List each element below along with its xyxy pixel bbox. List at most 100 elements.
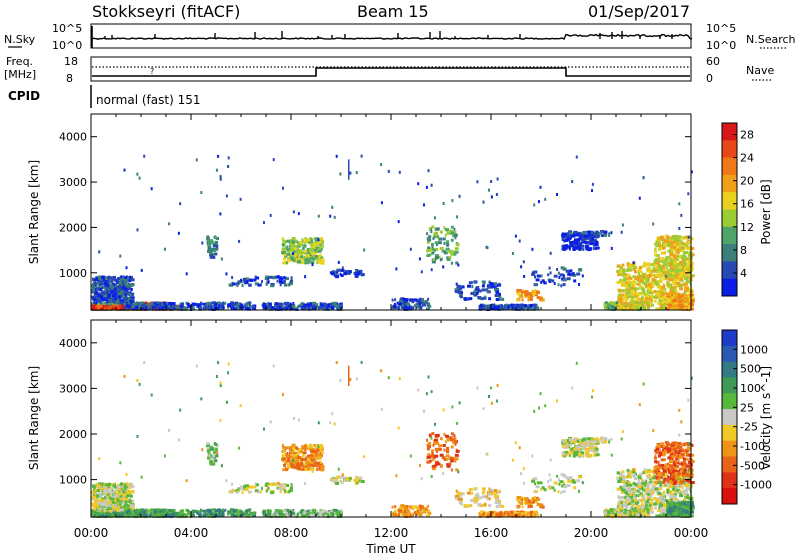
power-cell xyxy=(126,266,128,269)
power-cell xyxy=(260,283,262,286)
power-cell xyxy=(647,267,651,270)
power-cell xyxy=(494,288,496,291)
power-cell xyxy=(307,259,311,262)
power-cell xyxy=(641,296,644,299)
power-cell xyxy=(593,234,597,237)
power-cell xyxy=(683,295,686,298)
power-cell xyxy=(432,247,434,250)
power-cell xyxy=(459,288,462,291)
power-cell xyxy=(563,246,565,249)
power-cell xyxy=(684,291,686,294)
power-cell xyxy=(363,249,365,252)
power-cell xyxy=(151,187,153,190)
power-cell xyxy=(623,297,627,300)
velocity-cell xyxy=(115,508,119,511)
power-cell xyxy=(549,267,551,270)
power-cell xyxy=(96,306,98,309)
frequency-panel xyxy=(91,57,691,81)
power-cell xyxy=(172,302,174,305)
power-cell xyxy=(582,236,584,239)
power-cell xyxy=(237,284,239,287)
power-cell xyxy=(628,265,632,268)
power-cell xyxy=(120,302,124,305)
power-cell xyxy=(212,248,215,251)
power-cell xyxy=(668,262,670,265)
power-cell xyxy=(321,245,324,248)
power-cell xyxy=(528,298,530,301)
power-cell xyxy=(226,194,228,197)
power-cell xyxy=(452,234,454,237)
power-cell xyxy=(341,274,344,277)
power-cell xyxy=(637,294,639,297)
power-cell xyxy=(440,258,442,261)
power-cell xyxy=(576,156,578,159)
power-cell xyxy=(421,270,423,273)
power-cell xyxy=(120,275,122,278)
power-cell xyxy=(662,301,665,304)
power-cell xyxy=(634,281,636,284)
power-cell xyxy=(289,282,293,285)
power-cell xyxy=(681,263,684,266)
power-cell xyxy=(417,182,419,185)
power-cell xyxy=(469,281,473,284)
power-cell xyxy=(652,274,654,277)
power-cell xyxy=(666,272,670,275)
power-cell xyxy=(533,203,535,206)
power-cell xyxy=(663,238,666,241)
velocity-cell xyxy=(120,509,124,512)
power-cell xyxy=(131,283,135,286)
power-cell xyxy=(108,293,110,296)
power-cell xyxy=(307,239,311,242)
power-cell xyxy=(301,251,305,254)
velocity-cell xyxy=(105,491,107,494)
power-cell xyxy=(688,290,690,293)
power-cell xyxy=(224,302,226,305)
power-cell xyxy=(652,279,655,282)
power-cell xyxy=(280,283,282,286)
power-cell xyxy=(332,306,334,309)
power-cell xyxy=(119,255,121,258)
power-cell xyxy=(446,244,449,247)
power-cell xyxy=(678,294,680,297)
velocity-cell xyxy=(115,499,117,502)
power-panel-background xyxy=(91,114,691,310)
power-cell xyxy=(480,304,483,307)
power-cell xyxy=(99,288,102,291)
power-cell xyxy=(664,243,667,246)
power-cell xyxy=(507,306,510,309)
power-cell xyxy=(475,281,477,284)
power-cell xyxy=(136,173,138,176)
power-cell xyxy=(629,295,631,298)
power-cell xyxy=(253,279,256,282)
power-cell xyxy=(278,275,280,278)
power-cell xyxy=(563,283,566,286)
power-cell xyxy=(482,281,486,284)
power-cell xyxy=(541,297,543,300)
power-cell xyxy=(102,275,104,278)
power-cell xyxy=(150,303,154,306)
power-cell xyxy=(658,257,660,260)
power-cell xyxy=(668,304,672,307)
power-cell xyxy=(319,250,321,253)
power-cell xyxy=(671,260,674,263)
power-cell xyxy=(437,235,439,238)
power-cell xyxy=(161,303,163,306)
power-cell xyxy=(571,245,573,248)
power-cell xyxy=(232,283,235,286)
search-noise-label: N.Search xyxy=(746,33,796,46)
y-tick-label: 4000 xyxy=(59,131,87,144)
power-cell xyxy=(482,288,486,291)
power-cell xyxy=(617,265,619,268)
power-cell xyxy=(219,212,221,215)
power-cell xyxy=(273,158,275,161)
power-cell xyxy=(574,247,578,250)
power-cell xyxy=(144,306,146,309)
power-cell xyxy=(642,289,645,292)
power-cell xyxy=(656,294,660,297)
power-cell xyxy=(682,242,684,245)
power-cell xyxy=(427,246,430,249)
y-tick-label: 2000 xyxy=(59,221,87,234)
power-cell xyxy=(645,297,648,300)
power-cell xyxy=(158,307,160,310)
power-cell xyxy=(356,272,359,275)
